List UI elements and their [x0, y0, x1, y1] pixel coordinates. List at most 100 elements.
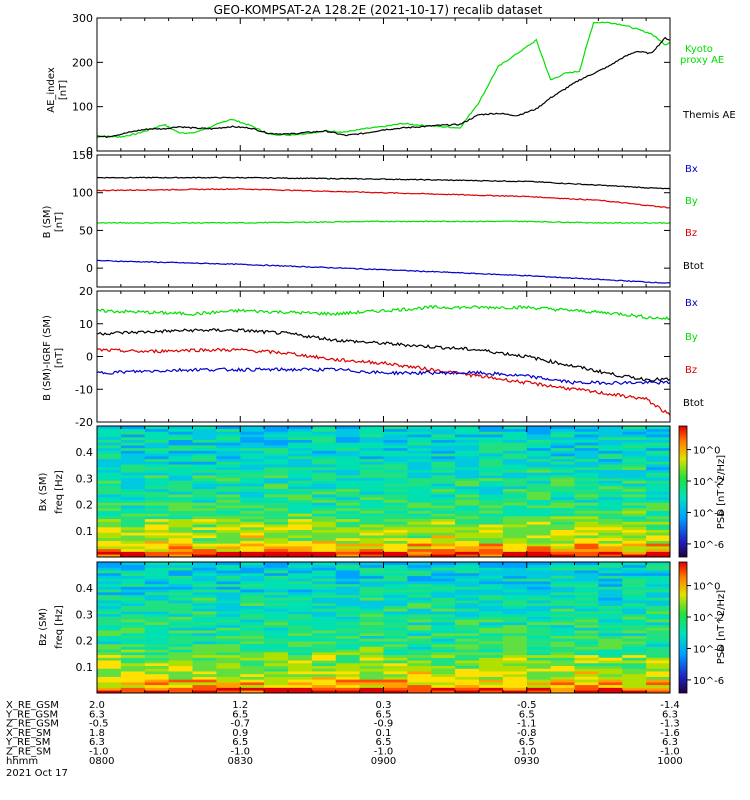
spectrogram-cell — [97, 486, 122, 490]
spectrogram-cell — [240, 505, 265, 509]
spectrogram-cell — [97, 597, 122, 601]
spectrogram-cell — [216, 594, 241, 598]
spectrogram-cell — [383, 439, 408, 443]
spectrogram-cell — [144, 624, 169, 628]
spectrogram-cell — [646, 589, 671, 593]
spectrogram-cell — [359, 548, 384, 552]
spectrogram-cell — [97, 630, 122, 634]
spectrogram-cell — [622, 494, 647, 498]
spectrogram-cell — [97, 690, 122, 694]
spectrogram-cell — [479, 524, 504, 528]
spectrogram-cell — [120, 521, 146, 525]
spectrogram-cell — [574, 654, 599, 658]
spectrogram-cell — [311, 608, 337, 612]
spectrogram-cell — [455, 532, 480, 536]
spectrogram-cell — [431, 567, 456, 571]
spectrogram-cell — [574, 564, 599, 568]
spectrogram-cell — [502, 684, 528, 688]
spectrogram-cell — [598, 665, 623, 669]
spectrogram-cell — [168, 458, 193, 462]
spectrogram-cell — [383, 529, 408, 533]
spectrogram-cell — [311, 616, 337, 620]
spectrogram-cell — [120, 540, 146, 544]
spectrogram-cell — [526, 510, 551, 514]
spectrogram-cell — [574, 665, 599, 669]
spectrogram-cell — [407, 434, 432, 438]
spectrogram-cell — [646, 638, 671, 642]
spectrogram-cell — [598, 483, 623, 487]
spectrogram-cell — [97, 461, 122, 465]
spectrogram-cell — [144, 649, 169, 653]
spectrogram-cell — [97, 638, 122, 642]
spectrogram-cell — [335, 564, 360, 568]
spectrogram-cell — [598, 475, 623, 479]
spectrogram-cell — [264, 445, 289, 449]
spectrogram-cell — [359, 546, 384, 550]
spectrogram-cell — [646, 657, 671, 661]
spectrogram-cell — [383, 499, 408, 503]
spectrogram-cell — [646, 632, 671, 636]
spectrogram-cell — [288, 605, 313, 609]
spectrogram-cell — [502, 499, 528, 503]
spectrogram-cell — [144, 673, 169, 677]
y-tick-label: 0.3 — [76, 472, 94, 485]
spectrogram-cell — [574, 483, 599, 487]
spectrogram-cell — [359, 671, 384, 675]
spectrogram-cell — [240, 458, 265, 462]
spectrogram-cell — [526, 483, 551, 487]
spectrogram-cell — [168, 554, 193, 558]
spectrogram-cell — [646, 684, 671, 688]
ephemeris-value: 0.3 — [376, 700, 392, 711]
spectrogram-cell — [622, 562, 647, 566]
spectrogram-cell — [550, 458, 575, 462]
spectrogram-cell — [264, 472, 289, 476]
spectrogram-cell — [264, 679, 289, 683]
spectrogram-cell — [192, 535, 217, 539]
spectrogram-cell — [598, 488, 623, 492]
spectrogram-cell — [335, 632, 360, 636]
spectrogram-cell — [502, 673, 528, 677]
spectrogram-cell — [550, 654, 575, 658]
spectrogram-cell — [240, 632, 265, 636]
spectrogram-cell — [120, 475, 146, 479]
spectrogram-cell — [407, 608, 432, 612]
spectrogram-cell — [311, 676, 337, 680]
spectrogram-cell — [479, 687, 504, 691]
spectrogram-cell — [622, 682, 647, 686]
y-tick-label: -20 — [75, 416, 93, 429]
spectrogram-cell — [144, 526, 169, 531]
ephemeris-value: 6.3 — [89, 737, 105, 748]
spectrogram-cell — [622, 537, 647, 541]
spectrogram-cell — [646, 581, 671, 585]
spectrogram-cell — [288, 447, 313, 451]
spectrogram-cell — [383, 453, 408, 457]
spectrogram-cell — [431, 583, 456, 587]
spectrogram-cell — [431, 594, 456, 598]
spectrogram-cell — [502, 510, 528, 514]
spectrogram-cell — [192, 652, 217, 656]
spectrogram-cell — [598, 518, 623, 522]
spectrogram-cell — [335, 491, 360, 495]
spectrogram-cell — [598, 600, 623, 604]
spectrogram-cell — [97, 646, 122, 650]
spectrogram-cell — [97, 616, 122, 620]
figure-title: GEO-KOMPSAT-2A 128.2E (2021-10-17) recal… — [214, 3, 543, 17]
spectrogram-cell — [288, 676, 313, 680]
spectrogram-cell — [455, 676, 480, 680]
ephemeris-value: 6.3 — [662, 737, 678, 748]
spectrogram-cell — [264, 554, 289, 558]
spectrogram-cell — [144, 632, 169, 636]
spectrogram-cell — [526, 654, 551, 658]
spectrogram-cell — [359, 551, 384, 555]
ephemeris-value: -0.7 — [230, 719, 250, 730]
spectrogram-cell — [97, 428, 122, 432]
spectrogram-cell — [407, 472, 432, 476]
spectrogram-cell — [598, 676, 623, 680]
spectrogram-cell — [455, 488, 480, 492]
spectrogram-cell — [335, 466, 360, 470]
spectrogram-cell — [120, 632, 146, 636]
spectrogram-cell — [574, 657, 599, 661]
spectrogram-cell — [216, 480, 241, 484]
spectrogram-cell — [407, 592, 432, 596]
